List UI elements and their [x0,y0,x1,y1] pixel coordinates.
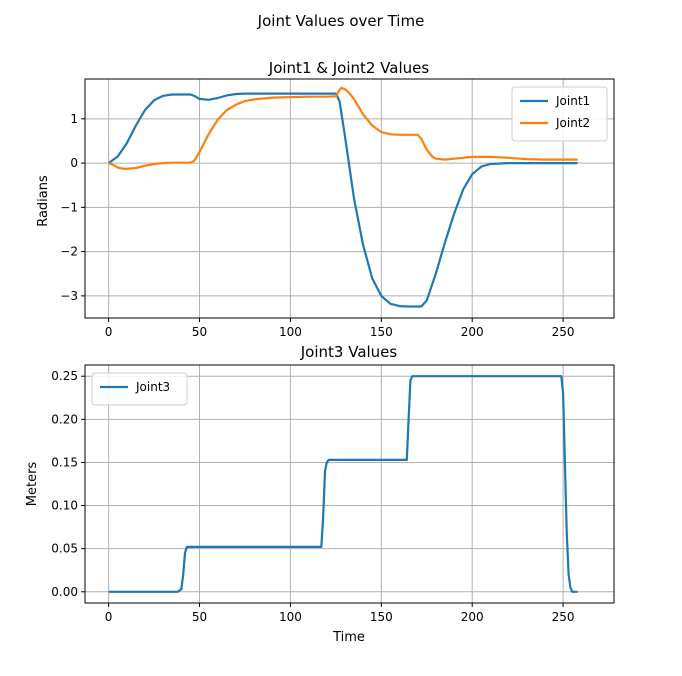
axis-ticks: 0 50 100 150 200 250 −3 −2 −1 0 1 [60,112,574,339]
x-tick-label: 250 [552,325,575,339]
y-tick-label: 0.20 [51,412,78,426]
x-axis-label: Time [332,630,365,645]
y-tick-label: 0.25 [51,369,78,383]
y-tick-label: −2 [60,245,78,259]
series-lines [108,375,578,593]
y-tick-label: 0.05 [51,542,78,556]
x-tick-label: 150 [370,325,393,339]
x-tick-label: 0 [105,325,113,339]
legend-label: Joint1 [555,94,590,108]
x-tick-label: 200 [461,610,484,624]
chart-title: Joint1 & Joint2 Values [268,59,430,77]
plot-frame [84,364,615,604]
grid [85,79,614,318]
x-tick-label: 50 [192,325,207,339]
legend-label: Joint3 [135,380,170,394]
y-tick-label: 0.00 [51,585,78,599]
series-lines [107,86,578,308]
y-axis-label: Meters [25,462,40,507]
x-tick-label: 150 [370,610,393,624]
series-line-joint3 [108,375,578,593]
legend-label: Joint2 [555,116,590,130]
y-tick-label: −1 [60,200,78,214]
y-tick-label: 1 [70,112,78,126]
legend: Joint3 [91,372,188,406]
x-tick-label: 100 [279,325,302,339]
legend-box [91,372,188,406]
x-tick-label: 100 [279,610,302,624]
axis-ticks: 0 50 100 150 200 250 0.00 0.05 0.10 0.15 0.20 0.25 [51,369,574,624]
y-axis-label: Radians [36,175,51,227]
series-line-joint2 [108,86,578,170]
x-tick-label: 200 [461,325,484,339]
chart-title: Joint3 Values [300,343,398,361]
legend: Joint1 Joint2 [511,86,608,142]
x-tick-label: 50 [192,610,207,624]
plot-frame [84,78,615,319]
joint1-joint2-chart: Joint1 & Joint2 Values Radians 0 50 100 150… [36,59,615,339]
y-tick-label: 0 [70,156,78,170]
series-line-joint1 [107,92,578,308]
y-tick-label: −3 [60,289,78,303]
y-tick-label: 0.15 [51,455,78,469]
x-tick-label: 0 [105,610,113,624]
x-tick-label: 250 [552,610,575,624]
y-tick-label: 0.10 [51,499,78,513]
figure-title: Joint Values over Time [257,12,425,30]
joint3-chart: Joint3 Values Meters Time 0 50 100 150 200 25… [25,343,615,645]
